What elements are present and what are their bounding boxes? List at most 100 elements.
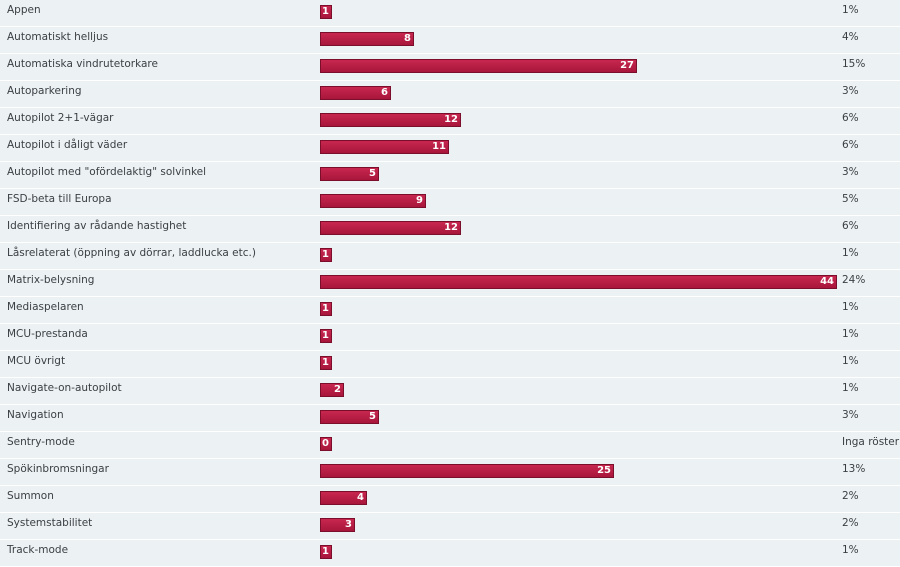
- vote-bar: 11: [320, 140, 449, 154]
- poll-option-row: Autopilot med "ofördelaktig" solvinkel 5 3…: [0, 162, 900, 189]
- vote-percent-label: 13%: [842, 463, 866, 475]
- vote-percent-label: 1%: [842, 382, 859, 394]
- vote-bar: 1: [320, 545, 332, 559]
- vote-count-label: 4: [357, 492, 364, 503]
- option-label: Summon: [7, 490, 54, 502]
- vote-percent-label: 15%: [842, 58, 866, 70]
- vote-count-label: 0: [322, 438, 329, 449]
- bar-track: 1: [320, 356, 840, 370]
- vote-count-label: 2: [334, 384, 341, 395]
- bar-track: 1: [320, 329, 840, 343]
- vote-percent-label: 6%: [842, 112, 859, 124]
- vote-percent-label: 2%: [842, 517, 859, 529]
- option-label: Autopilot i dåligt väder: [7, 139, 128, 151]
- option-label: Appen: [7, 4, 41, 16]
- option-label: Låsrelaterat (öppning av dörrar, laddluc…: [7, 247, 256, 259]
- vote-count-label: 3: [345, 519, 352, 530]
- poll-option-row: Summon 4 2%: [0, 486, 900, 513]
- bar-track: 11: [320, 140, 840, 154]
- poll-option-row: Autopilot 2+1-vägar 12 6%: [0, 108, 900, 135]
- vote-count-label: 27: [620, 60, 634, 71]
- poll-option-row: MCU-prestanda 1 1%: [0, 324, 900, 351]
- option-label: Autopilot med "ofördelaktig" solvinkel: [7, 166, 207, 178]
- bar-track: 4: [320, 491, 840, 505]
- bar-track: 1: [320, 5, 840, 19]
- vote-bar: 12: [320, 221, 461, 235]
- poll-option-row: Autoparkering 6 3%: [0, 81, 900, 108]
- poll-option-row: Spökinbromsningar 25 13%: [0, 459, 900, 486]
- vote-count-label: 11: [432, 141, 446, 152]
- poll-option-row: Mediaspelaren 1 1%: [0, 297, 900, 324]
- option-label: Mediaspelaren: [7, 301, 84, 313]
- vote-percent-label: 1%: [842, 247, 859, 259]
- vote-percent-label: 3%: [842, 85, 859, 97]
- option-label: MCU övrigt: [7, 355, 66, 367]
- bar-track: 5: [320, 167, 840, 181]
- option-label: Spökinbromsningar: [7, 463, 109, 475]
- vote-count-label: 44: [820, 276, 834, 287]
- poll-option-row: Låsrelaterat (öppning av dörrar, laddluc…: [0, 243, 900, 270]
- vote-bar: 25: [320, 464, 614, 478]
- bar-track: 25: [320, 464, 840, 478]
- vote-count-label: 5: [369, 411, 376, 422]
- vote-bar: 5: [320, 167, 379, 181]
- vote-count-label: 1: [322, 303, 329, 314]
- option-label: Track-mode: [7, 544, 69, 556]
- bar-track: 12: [320, 221, 840, 235]
- bar-track: 1: [320, 302, 840, 316]
- vote-count-label: 25: [597, 465, 611, 476]
- vote-percent-label: 6%: [842, 220, 859, 232]
- bar-track: 44: [320, 275, 840, 289]
- vote-count-label: 5: [369, 168, 376, 179]
- vote-count-label: 12: [444, 114, 458, 125]
- option-label: FSD-beta till Europa: [7, 193, 112, 205]
- vote-percent-label: Inga röster: [842, 436, 900, 448]
- option-label: MCU-prestanda: [7, 328, 88, 340]
- vote-percent-label: 4%: [842, 31, 859, 43]
- vote-bar: 1: [320, 302, 332, 316]
- bar-track: 8: [320, 32, 840, 46]
- vote-percent-label: 1%: [842, 328, 859, 340]
- vote-percent-label: 1%: [842, 544, 859, 556]
- bar-track: 5: [320, 410, 840, 424]
- option-label: Identifiering av rådande hastighet: [7, 220, 187, 232]
- vote-count-label: 9: [416, 195, 423, 206]
- poll-option-row: Identifiering av rådande hastighet 12 6%: [0, 216, 900, 243]
- vote-count-label: 12: [444, 222, 458, 233]
- vote-count-label: 8: [404, 33, 411, 44]
- vote-count-label: 6: [381, 87, 388, 98]
- poll-option-row: Track-mode 1 1%: [0, 540, 900, 567]
- poll-option-row: Sentry-mode 0 Inga röster: [0, 432, 900, 459]
- bar-track: 9: [320, 194, 840, 208]
- vote-bar: 9: [320, 194, 426, 208]
- vote-bar: 5: [320, 410, 379, 424]
- vote-percent-label: 1%: [842, 4, 859, 16]
- vote-percent-label: 6%: [842, 139, 859, 151]
- vote-bar: 6: [320, 86, 391, 100]
- vote-count-label: 1: [322, 6, 329, 17]
- vote-bar: 1: [320, 356, 332, 370]
- vote-bar: 3: [320, 518, 355, 532]
- option-label: Autoparkering: [7, 85, 82, 97]
- vote-bar: 1: [320, 248, 332, 262]
- option-label: Systemstabilitet: [7, 517, 93, 529]
- poll-option-row: Navigate-on-autopilot 2 1%: [0, 378, 900, 405]
- vote-count-label: 1: [322, 546, 329, 557]
- option-label: Automatiska vindrutetorkare: [7, 58, 158, 70]
- bar-track: 1: [320, 248, 840, 262]
- poll-option-row: MCU övrigt 1 1%: [0, 351, 900, 378]
- vote-count-label: 1: [322, 249, 329, 260]
- vote-percent-label: 2%: [842, 490, 859, 502]
- bar-track: 2: [320, 383, 840, 397]
- vote-bar: 27: [320, 59, 637, 73]
- vote-bar: 4: [320, 491, 367, 505]
- bar-track: 6: [320, 86, 840, 100]
- bar-track: 27: [320, 59, 840, 73]
- option-label: Navigate-on-autopilot: [7, 382, 122, 394]
- vote-percent-label: 3%: [842, 166, 859, 178]
- vote-bar: 8: [320, 32, 414, 46]
- option-label: Matrix-belysning: [7, 274, 95, 286]
- vote-percent-label: 5%: [842, 193, 859, 205]
- poll-option-row: Automatiskt helljus 8 4%: [0, 27, 900, 54]
- poll-option-row: Matrix-belysning 44 24%: [0, 270, 900, 297]
